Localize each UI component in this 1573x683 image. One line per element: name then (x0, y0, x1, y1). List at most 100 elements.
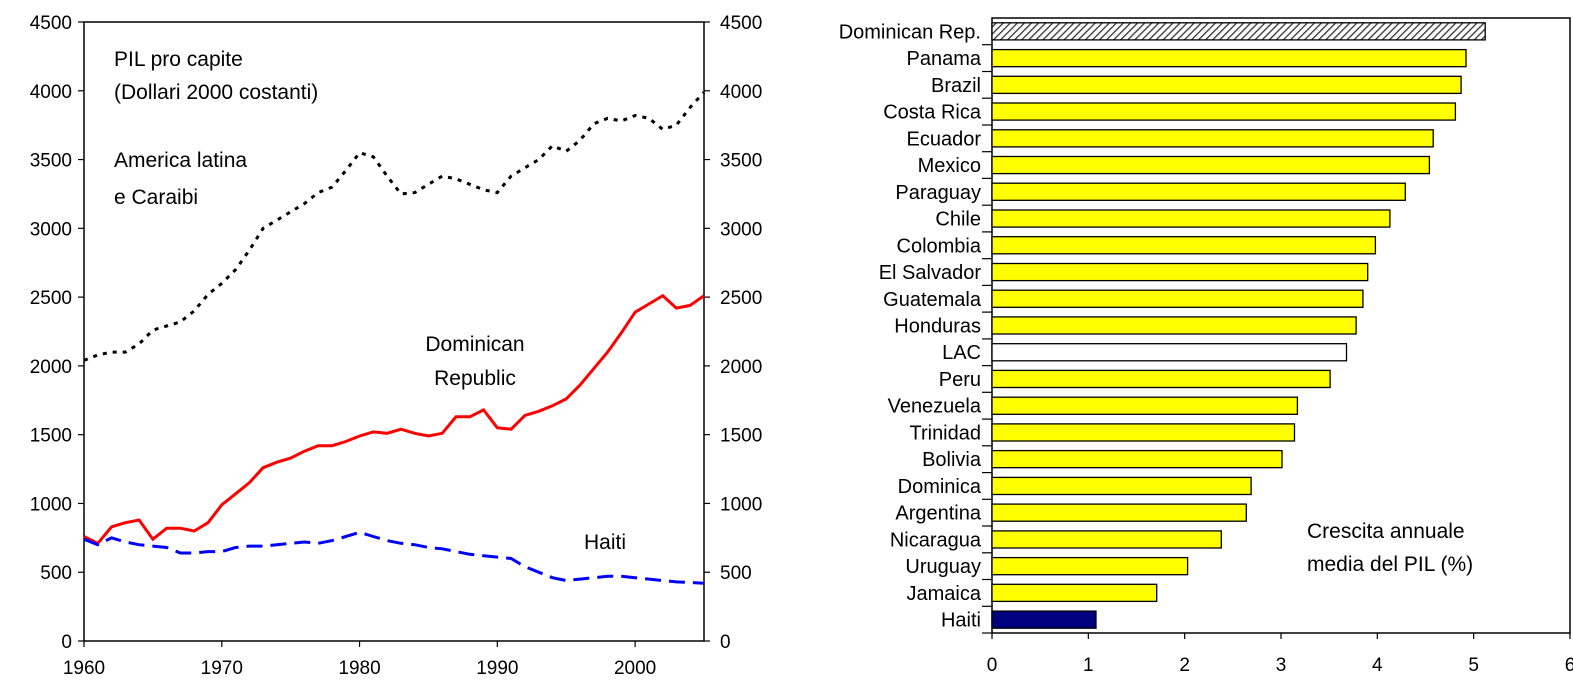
series-line-2 (83, 293, 705, 546)
category-label: Peru (939, 369, 981, 391)
bar (991, 209, 1391, 228)
bar (991, 22, 1486, 41)
category-label: Haiti (941, 610, 981, 632)
y-tick-label-left: 2500 (30, 288, 72, 309)
lac-label-line2: e Caraibi (114, 186, 198, 209)
bar (991, 396, 1299, 415)
y-tick-label-right: 2500 (720, 288, 762, 309)
bar (991, 75, 1462, 95)
bar (991, 369, 1331, 389)
line-series (83, 91, 706, 585)
x-tick-label: 1960 (63, 658, 105, 679)
bar (991, 423, 1296, 442)
dr-label-line2: Republic (434, 367, 516, 390)
bar (991, 503, 1247, 522)
bar (991, 449, 1283, 469)
bar (991, 102, 1457, 121)
category-label: Brazil (931, 75, 981, 97)
category-label: LAC (942, 342, 981, 364)
x-tick-label: 2000 (614, 658, 656, 679)
y-tick-label-left: 1500 (30, 426, 72, 447)
y-tick-label-left: 1000 (30, 494, 72, 515)
y-tick-label-left: 2000 (30, 357, 72, 378)
x-tick-label: 1990 (476, 658, 518, 679)
x-tick-label: 1 (1083, 655, 1094, 676)
category-label: Venezuela (888, 396, 982, 418)
x-tick-label: 1970 (201, 658, 243, 679)
category-label: Honduras (894, 316, 981, 338)
bar (991, 262, 1369, 282)
bar (991, 48, 1467, 68)
category-label: Guatemala (883, 289, 982, 311)
category-label: Nicaragua (890, 529, 982, 551)
category-labels: Dominican Rep. Panama Brazil Costa Rica Ecua… (839, 21, 992, 634)
x-axis-ticks: 0 1 2 3 4 5 6 (987, 633, 1573, 676)
bar (991, 182, 1406, 201)
bar (991, 530, 1222, 549)
series-line-3 (83, 530, 705, 585)
y-tick-label-right: 0 (720, 632, 731, 653)
line-chart-title-line2: (Dollari 2000 costanti) (114, 81, 318, 104)
y-tick-label-right: 1500 (720, 426, 762, 447)
bar (991, 316, 1357, 335)
bar (991, 556, 1189, 576)
y-axis-ticks: 0 0 500 500 1000 1000 1500 1500 2000 2000 2500 2500… (30, 13, 763, 653)
category-label: Chile (935, 209, 981, 231)
haiti-line-label: Haiti (584, 531, 626, 554)
category-label: Ecuador (907, 128, 982, 150)
y-tick-label-right: 3500 (720, 151, 762, 172)
bar (991, 343, 1348, 362)
y-tick-label-left: 4500 (30, 13, 72, 34)
y-tick-label-right: 1000 (720, 494, 762, 515)
x-tick-label: 0 (987, 655, 998, 676)
bar (991, 155, 1431, 175)
line-chart-title-line1: PIL pro capite (114, 48, 243, 71)
x-tick-label: 1980 (338, 658, 380, 679)
y-tick-label-right: 4000 (720, 82, 762, 103)
gdp-growth-bar-chart: Dominican Rep. Panama Brazil Costa Rica Ecua… (839, 17, 1573, 676)
bar-chart-annotation-line2: media del PIL (%) (1307, 553, 1473, 576)
series-line-1 (83, 91, 706, 362)
y-tick-label-right: 2000 (720, 357, 762, 378)
x-tick-label: 4 (1372, 655, 1383, 676)
category-label: Mexico (918, 155, 981, 177)
bar (991, 236, 1377, 255)
category-label: Paraguay (895, 182, 981, 204)
x-tick-label: 6 (1565, 655, 1573, 676)
lac-label-line1: America latina (114, 149, 247, 172)
bar (991, 289, 1364, 308)
y-tick-label-left: 3500 (30, 151, 72, 172)
bar-chart-annotation-line1: Crescita annuale (1307, 520, 1465, 543)
y-tick-label-left: 500 (40, 563, 72, 584)
category-label: Costa Rica (883, 102, 982, 124)
category-label: Dominica (898, 476, 982, 498)
dr-label-line1: Dominican (425, 333, 524, 356)
x-tick-label: 3 (1276, 655, 1287, 676)
x-tick-label: 2 (1179, 655, 1190, 676)
y-tick-label-left: 4000 (30, 82, 72, 103)
bar (991, 476, 1252, 496)
y-tick-label-right: 500 (720, 563, 752, 584)
category-label: Dominican Rep. (839, 21, 981, 43)
y-tick-label-left: 3000 (30, 219, 72, 240)
category-label: Uruguay (905, 556, 981, 578)
category-label: Argentina (895, 503, 981, 525)
x-axis-ticks: 1960 1970 1980 1990 2000 (63, 641, 656, 679)
x-tick-label: 5 (1468, 655, 1479, 676)
y-tick-label-right: 3000 (720, 219, 762, 240)
bar (991, 610, 1097, 629)
category-label: Bolivia (922, 449, 982, 471)
y-tick-label-right: 4500 (720, 13, 762, 34)
bar (991, 129, 1434, 148)
bars (991, 22, 1486, 629)
category-label: Panama (907, 48, 982, 70)
gdp-per-capita-line-chart: 0 0 500 500 1000 1000 1500 1500 2000 2000 2500 2500… (30, 13, 763, 679)
y-tick-label-left: 0 (61, 632, 72, 653)
line-plot-frame (83, 21, 705, 642)
bar (991, 583, 1158, 603)
category-label: Colombia (897, 235, 982, 257)
category-label: Jamaica (907, 583, 982, 605)
category-label: El Salvador (879, 262, 982, 284)
category-label: Trinidad (909, 423, 981, 445)
